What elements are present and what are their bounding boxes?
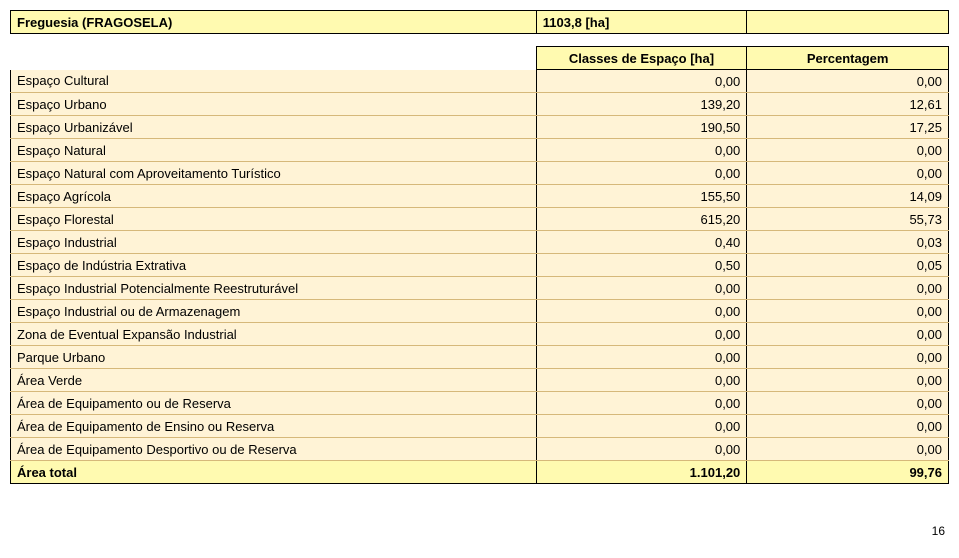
row-value-pct: 0,00 [747, 392, 949, 415]
row-label: Zona de Eventual Expansão Industrial [11, 323, 537, 346]
table-row: Espaço Cultural0,000,00 [11, 70, 949, 93]
row-label: Espaço Natural [11, 139, 537, 162]
row-value-pct: 0,00 [747, 70, 949, 93]
table-row: Espaço Natural0,000,00 [11, 139, 949, 162]
table-row: Espaço de Indústria Extrativa0,500,05 [11, 254, 949, 277]
header-row: Freguesia (FRAGOSELA) 1103,8 [ha] [11, 11, 949, 34]
header-empty [747, 11, 949, 34]
table-row: Espaço Agrícola155,5014,09 [11, 185, 949, 208]
table-row: Espaço Industrial0,400,03 [11, 231, 949, 254]
table-row: Área de Equipamento de Ensino ou Reserva… [11, 415, 949, 438]
row-value-pct: 17,25 [747, 116, 949, 139]
row-value-ha: 0,00 [536, 369, 747, 392]
data-table: Classes de Espaço [ha] Percentagem Espaç… [10, 46, 949, 484]
column-header-row: Classes de Espaço [ha] Percentagem [11, 47, 949, 70]
table-row: Espaço Urbano139,2012,61 [11, 93, 949, 116]
table-row: Zona de Eventual Expansão Industrial0,00… [11, 323, 949, 346]
row-value-pct: 0,00 [747, 323, 949, 346]
row-label: Parque Urbano [11, 346, 537, 369]
area-table: Freguesia (FRAGOSELA) 1103,8 [ha] [10, 10, 949, 34]
table-row: Espaço Florestal615,2055,73 [11, 208, 949, 231]
row-value-pct: 0,03 [747, 231, 949, 254]
row-label: Espaço de Indústria Extrativa [11, 254, 537, 277]
row-label: Espaço Florestal [11, 208, 537, 231]
row-value-pct: 0,00 [747, 438, 949, 461]
table-row: Parque Urbano0,000,00 [11, 346, 949, 369]
header-area: 1103,8 [ha] [536, 11, 747, 34]
table-row: Espaço Urbanizável190,5017,25 [11, 116, 949, 139]
total-label: Área total [11, 461, 537, 484]
row-value-pct: 0,00 [747, 415, 949, 438]
row-label: Espaço Urbano [11, 93, 537, 116]
row-label: Espaço Cultural [11, 70, 537, 93]
row-value-ha: 0,00 [536, 277, 747, 300]
row-value-pct: 14,09 [747, 185, 949, 208]
page-number: 16 [10, 484, 949, 538]
row-label: Espaço Urbanizável [11, 116, 537, 139]
table-row: Área Verde0,000,00 [11, 369, 949, 392]
row-label: Espaço Industrial Potencialmente Reestru… [11, 277, 537, 300]
table-row: Espaço Industrial Potencialmente Reestru… [11, 277, 949, 300]
row-value-pct: 0,05 [747, 254, 949, 277]
row-value-ha: 190,50 [536, 116, 747, 139]
row-label: Área de Equipamento ou de Reserva [11, 392, 537, 415]
row-value-pct: 0,00 [747, 369, 949, 392]
row-value-ha: 155,50 [536, 185, 747, 208]
col-classes: Classes de Espaço [ha] [536, 47, 747, 70]
row-value-pct: 55,73 [747, 208, 949, 231]
row-value-ha: 139,20 [536, 93, 747, 116]
row-label: Área de Equipamento Desportivo ou de Res… [11, 438, 537, 461]
row-value-pct: 0,00 [747, 162, 949, 185]
row-value-ha: 0,00 [536, 438, 747, 461]
row-label: Área de Equipamento de Ensino ou Reserva [11, 415, 537, 438]
table-row: Espaço Natural com Aproveitamento Turíst… [11, 162, 949, 185]
col-pct: Percentagem [747, 47, 949, 70]
total-v1: 1.101,20 [536, 461, 747, 484]
total-v2: 99,76 [747, 461, 949, 484]
total-row: Área total 1.101,20 99,76 [11, 461, 949, 484]
row-label: Espaço Agrícola [11, 185, 537, 208]
table-row: Espaço Industrial ou de Armazenagem0,000… [11, 300, 949, 323]
row-value-pct: 0,00 [747, 346, 949, 369]
table-row: Área de Equipamento Desportivo ou de Res… [11, 438, 949, 461]
row-label: Espaço Industrial [11, 231, 537, 254]
row-value-ha: 0,50 [536, 254, 747, 277]
row-value-ha: 0,00 [536, 162, 747, 185]
row-value-ha: 0,40 [536, 231, 747, 254]
row-value-ha: 0,00 [536, 300, 747, 323]
row-value-pct: 0,00 [747, 277, 949, 300]
row-value-pct: 0,00 [747, 300, 949, 323]
title-name: (FRAGOSELA) [82, 15, 172, 30]
row-value-ha: 0,00 [536, 346, 747, 369]
row-value-ha: 0,00 [536, 139, 747, 162]
row-value-ha: 615,20 [536, 208, 747, 231]
row-value-ha: 0,00 [536, 70, 747, 93]
row-value-ha: 0,00 [536, 392, 747, 415]
row-value-pct: 0,00 [747, 139, 949, 162]
header-title: Freguesia (FRAGOSELA) [11, 11, 537, 34]
table-row: Área de Equipamento ou de Reserva0,000,0… [11, 392, 949, 415]
row-label: Espaço Industrial ou de Armazenagem [11, 300, 537, 323]
title-prefix: Freguesia [17, 15, 78, 30]
row-value-ha: 0,00 [536, 415, 747, 438]
row-value-ha: 0,00 [536, 323, 747, 346]
row-value-pct: 12,61 [747, 93, 949, 116]
row-label: Área Verde [11, 369, 537, 392]
row-label: Espaço Natural com Aproveitamento Turíst… [11, 162, 537, 185]
